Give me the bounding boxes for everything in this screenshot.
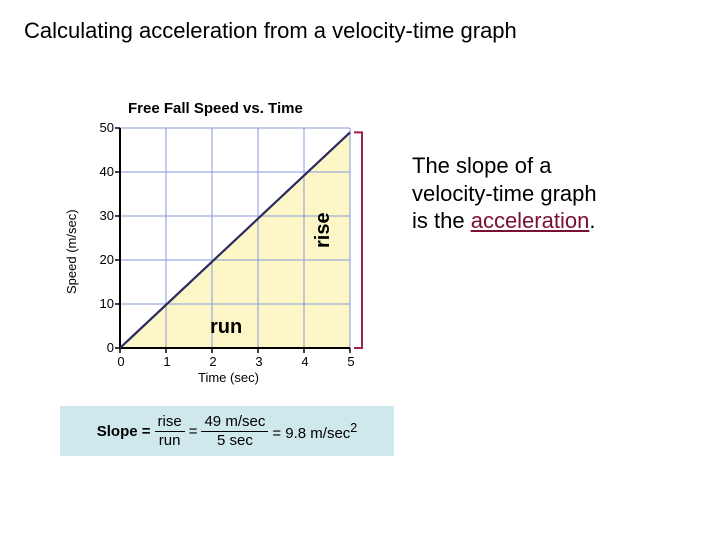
explanation-line1: The slope of a — [412, 153, 551, 178]
x-axis-label: Time (sec) — [198, 370, 259, 385]
y-tick-label: 10 — [90, 296, 114, 311]
y-tick-label: 40 — [90, 164, 114, 179]
frac-rise-run: rise run — [155, 413, 185, 450]
rise-label: rise — [312, 212, 335, 248]
acceleration-word: acceleration — [471, 208, 590, 233]
explanation-text: The slope of a velocity-time graph is th… — [412, 152, 702, 235]
run-label: run — [210, 316, 242, 339]
x-tick-label: 3 — [252, 354, 266, 369]
formula-result: = 9.8 m/sec2 — [272, 421, 357, 442]
formula-lhs: Slope = — [97, 423, 151, 440]
formula-eq2: = 9.8 m/sec — [272, 425, 350, 442]
x-tick-label: 4 — [298, 354, 312, 369]
y-tick-label: 50 — [90, 120, 114, 135]
x-tick-label: 2 — [206, 354, 220, 369]
page-title: Calculating acceleration from a velocity… — [24, 18, 517, 44]
period: . — [589, 208, 595, 233]
x-tick-label: 0 — [114, 354, 128, 369]
y-tick-label: 0 — [90, 340, 114, 355]
frac1-num: rise — [155, 413, 185, 431]
frac2-num: 49 m/sec — [201, 413, 268, 431]
rise-bracket — [352, 128, 370, 352]
formula-exp: 2 — [350, 421, 357, 435]
y-axis-label: Speed (m/sec) — [64, 209, 79, 294]
explanation-line3a: is the — [412, 208, 471, 233]
x-tick-label: 5 — [344, 354, 358, 369]
frac1-den: run — [156, 432, 184, 450]
x-tick-label: 1 — [160, 354, 174, 369]
formula-eq1: = — [189, 423, 198, 440]
chart-title: Free Fall Speed vs. Time — [128, 100, 303, 117]
frac-values: 49 m/sec 5 sec — [201, 413, 268, 450]
y-tick-label: 20 — [90, 252, 114, 267]
slope-formula: Slope = rise run = 49 m/sec 5 sec = 9.8 … — [60, 406, 394, 456]
frac2-den: 5 sec — [214, 432, 256, 450]
y-tick-label: 30 — [90, 208, 114, 223]
explanation-line2: velocity-time graph — [412, 181, 597, 206]
